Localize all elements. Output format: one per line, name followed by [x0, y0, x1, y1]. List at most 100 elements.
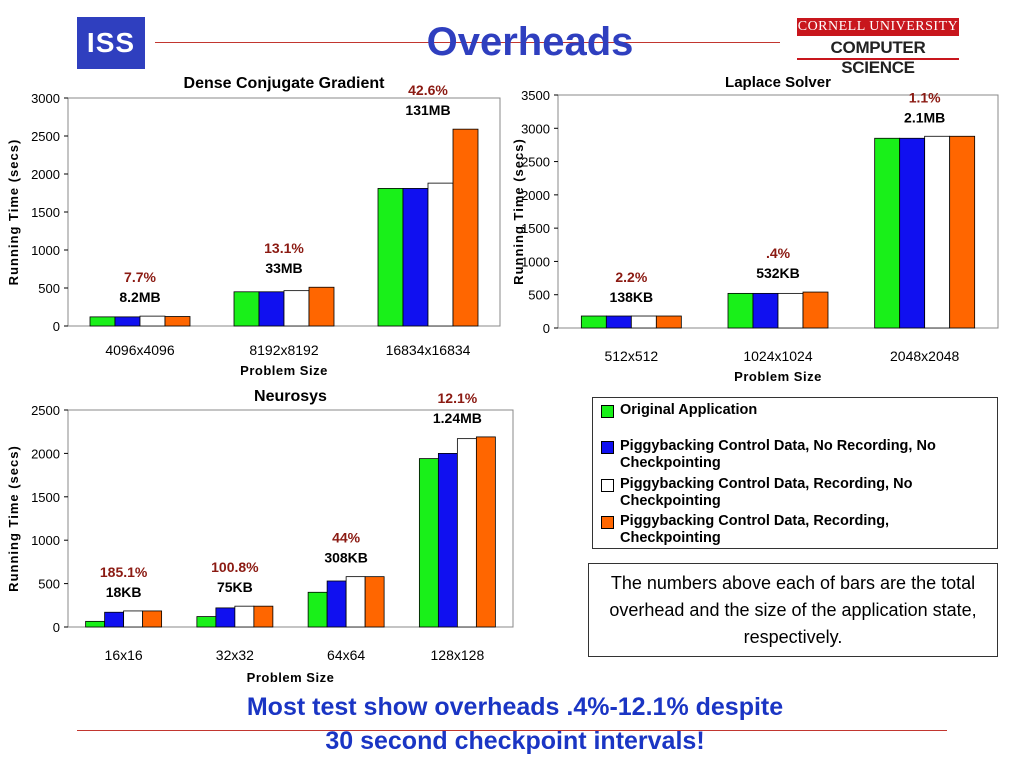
state-size-label: 1.24MB	[433, 410, 482, 426]
y-tick-label: 500	[38, 281, 60, 296]
state-size-label: 308KB	[324, 550, 368, 566]
x-category-label: 16834x16834	[386, 342, 471, 358]
state-size-label: 75KB	[217, 579, 253, 595]
bar-piggyback-recording-512x512	[630, 315, 657, 329]
bar-original-64x64	[307, 591, 328, 628]
bar-piggyback-no-recording-512x512	[605, 315, 632, 329]
y-tick-label: 2500	[31, 129, 60, 144]
footer-line-2: 30 second checkpoint intervals!	[325, 727, 705, 755]
x-category-label: 16x16	[105, 647, 143, 663]
bar-piggyback-recording-128x128	[456, 438, 477, 628]
title-rule	[155, 42, 780, 43]
x-category-label: 1024x1024	[743, 348, 813, 364]
y-tick-label: 1000	[31, 243, 60, 258]
bar-piggyback-checkpointing-16834x16834	[452, 128, 479, 327]
state-size-label: 33MB	[265, 260, 302, 276]
cornell-cs-logo: CORNELL UNIVERSITY COMPUTER SCIENCE	[797, 18, 959, 77]
legend-item-piggyback-recording: Piggybacking Control Data, Recording, No…	[601, 476, 992, 510]
y-tick-label: 2500	[521, 155, 550, 170]
state-size-label: 18KB	[106, 584, 142, 600]
bar-piggyback-no-recording-128x128	[437, 453, 458, 628]
bar-piggyback-checkpointing-128x128	[475, 436, 496, 628]
legend-label: Piggybacking Control Data, Recording, No…	[620, 476, 913, 509]
bar-piggyback-checkpointing-32x32	[253, 605, 274, 628]
state-size-label: 8.2MB	[119, 289, 160, 305]
state-size-label: 2.1MB	[904, 109, 945, 125]
bar-piggyback-recording-32x32	[234, 605, 255, 628]
state-size-label: 138KB	[610, 289, 654, 305]
overhead-label: 13.1%	[264, 240, 304, 256]
x-category-label: 128x128	[431, 647, 485, 663]
legend-item-piggyback-no-recording: Piggybacking Control Data, No Recording,…	[601, 438, 992, 472]
footer-line-1: Most test show overheads .4%-12.1% despi…	[246, 693, 784, 721]
footer-rule	[77, 730, 947, 731]
bar-piggyback-checkpointing-512x512	[655, 315, 682, 329]
state-size-label: 131MB	[405, 102, 450, 118]
chart-title: Neurosys	[254, 388, 327, 405]
legend-label: Piggybacking Control Data, Recording, Ch…	[620, 513, 890, 546]
bar-piggyback-recording-4096x4096	[139, 315, 166, 327]
y-tick-label: 1500	[521, 221, 550, 236]
legend-swatch	[601, 405, 614, 418]
bar-original-1024x1024	[727, 292, 754, 329]
y-tick-label: 3500	[521, 88, 550, 103]
y-tick-label: 3000	[521, 121, 550, 136]
iss-logo: ISS	[77, 17, 145, 69]
y-tick-label: 500	[38, 577, 60, 592]
y-tick-label: 1000	[31, 533, 60, 548]
chart-title: Dense Conjugate Gradient	[184, 75, 386, 92]
cornell-logo-top: CORNELL UNIVERSITY	[797, 19, 959, 34]
bar-piggyback-recording-8192x8192	[283, 290, 310, 327]
overhead-label: 100.8%	[211, 559, 259, 575]
bar-piggyback-recording-16x16	[123, 610, 144, 628]
chart-laplace-solver: Laplace Solver 0 500 1000 1500 2000 2500 3000 35…	[511, 74, 999, 384]
overhead-label: .4%	[766, 245, 791, 261]
overhead-label: 7.7%	[124, 269, 156, 285]
bar-piggyback-recording-64x64	[345, 576, 366, 628]
bar-piggyback-no-recording-8192x8192	[258, 291, 285, 327]
y-tick-label: 3000	[31, 91, 60, 106]
y-axis-label: Running Time (secs)	[6, 139, 21, 286]
y-tick-label: 1500	[31, 490, 60, 505]
bar-piggyback-checkpointing-8192x8192	[308, 286, 335, 327]
slide-title: Overheads	[426, 20, 634, 64]
x-axis-label: Problem Size	[247, 670, 335, 685]
chart-legend: Original Application Piggybacking Contro…	[592, 397, 998, 549]
state-size-label: 532KB	[756, 265, 800, 281]
bar-piggyback-no-recording-2048x2048	[899, 137, 926, 329]
bar-piggyback-no-recording-1024x1024	[752, 292, 779, 329]
bar-original-128x128	[418, 458, 439, 628]
legend-swatch	[601, 441, 614, 454]
overhead-label: 185.1%	[100, 564, 148, 580]
bar-piggyback-checkpointing-1024x1024	[802, 291, 829, 329]
bar-original-8192x8192	[233, 291, 260, 327]
x-category-label: 4096x4096	[105, 342, 175, 358]
bar-original-4096x4096	[89, 316, 116, 327]
chart-dense-conjugate-gradient: Dense Conjugate Gradient 0 500 1000 1500 2000…	[6, 75, 501, 378]
y-tick-label: 0	[53, 319, 60, 334]
y-axis-label: Running Time (secs)	[511, 138, 526, 285]
bar-piggyback-no-recording-4096x4096	[114, 316, 141, 327]
legend-label: Piggybacking Control Data, No Recording,…	[620, 438, 936, 471]
x-axis-label: Problem Size	[734, 369, 822, 384]
bar-original-16x16	[85, 620, 106, 628]
bar-original-16834x16834	[377, 188, 404, 327]
chart-title: Laplace Solver	[725, 74, 831, 91]
bar-original-32x32	[196, 616, 217, 628]
bar-piggyback-checkpointing-4096x4096	[164, 316, 191, 327]
cornell-logo-bottom: COMPUTER SCIENCE	[830, 38, 926, 77]
bar-piggyback-checkpointing-2048x2048	[949, 135, 976, 329]
legend-label: Original Application	[620, 402, 758, 418]
overhead-label: 42.6%	[408, 82, 448, 98]
bar-piggyback-checkpointing-64x64	[364, 576, 385, 628]
bar-piggyback-recording-16834x16834	[427, 182, 454, 327]
overhead-note-text: The numbers above each of bars are the t…	[609, 572, 977, 647]
x-category-label: 512x512	[604, 348, 658, 364]
overhead-note: The numbers above each of bars are the t…	[588, 563, 998, 657]
y-tick-label: 2000	[521, 188, 550, 203]
overhead-label: 1.1%	[909, 89, 941, 105]
legend-swatch	[601, 516, 614, 529]
overhead-label: 2.2%	[615, 269, 647, 285]
bar-piggyback-no-recording-16834x16834	[402, 188, 429, 327]
legend-item-piggyback-checkpointing: Piggybacking Control Data, Recording, Ch…	[601, 513, 992, 547]
